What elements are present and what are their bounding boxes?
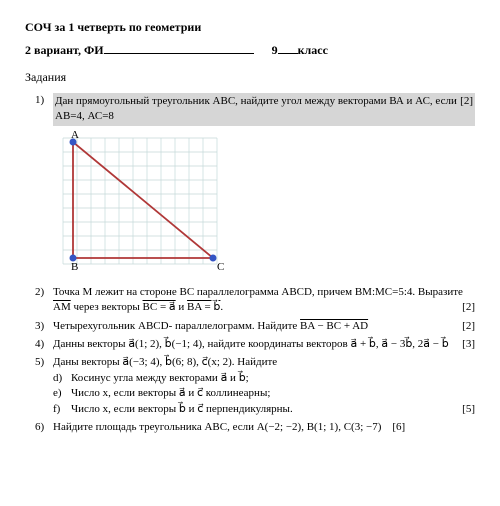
task-1-body: [2] Дан прямоугольный треугольник АВС, н… bbox=[53, 93, 475, 126]
task-5-e: e) Число х, если векторы a⃗ и c⃗ коллинеа… bbox=[53, 386, 475, 401]
task-4-pts: [3] bbox=[462, 337, 475, 352]
triangle-svg: A B C bbox=[53, 130, 253, 275]
task-3-pts: [2] bbox=[462, 319, 475, 334]
doc-title: СОЧ за 1 четверть по геометрии bbox=[25, 20, 475, 35]
task-5: 5) Даны векторы a⃗(−3; 4), b⃗(6; 8), c⃗(… bbox=[53, 355, 475, 417]
task-6-pts: [6] bbox=[392, 421, 405, 433]
task-4-text: Данны векторы a⃗(1; 2), b⃗(−1; 4), найди… bbox=[53, 338, 449, 350]
task-3-text: Четырехугольник АВСD- параллелограмм. На… bbox=[53, 320, 300, 332]
letter-d: d) bbox=[53, 371, 62, 386]
vec-bc: BC = a⃗ bbox=[143, 301, 176, 313]
task-5-f: f) Число х, если векторы b⃗ и c⃗ перпенди… bbox=[53, 402, 475, 417]
tasks-label: Задания bbox=[25, 70, 475, 85]
t5-e-text: Число х, если векторы a⃗ и c⃗ коллинеарн… bbox=[71, 387, 270, 399]
task-6: 6) Найдите площадь треугольника АВС, есл… bbox=[53, 420, 475, 435]
t5-d-text: Косинус угла между векторами a⃗ и b⃗; bbox=[71, 372, 249, 384]
task-4: 4) Данны векторы a⃗(1; 2), b⃗(−1; 4), на… bbox=[53, 337, 475, 352]
vec-ba: BA = b⃗ bbox=[187, 301, 220, 313]
t5-f-text: Число х, если векторы b⃗ и c⃗ перпендику… bbox=[71, 403, 293, 415]
task-2-text-a: Точка М лежит на стороне ВС параллелогра… bbox=[53, 286, 463, 298]
task-3-expr: BA − BC + AD bbox=[300, 320, 368, 332]
task-num: 5) bbox=[35, 355, 44, 370]
task-2-text-d: . bbox=[220, 301, 223, 313]
task-2-pts: [2] bbox=[462, 300, 475, 315]
task-num: 3) bbox=[35, 319, 44, 334]
task-5-d: d) Косинус угла между векторами a⃗ и b⃗; bbox=[53, 371, 475, 386]
name-blank bbox=[104, 43, 254, 54]
task-2-text-b: через векторы bbox=[73, 301, 142, 313]
grade-suffix: класс bbox=[298, 43, 328, 57]
task-num: 4) bbox=[35, 337, 44, 352]
task-1-pts: [2] bbox=[460, 94, 473, 109]
svg-text:B: B bbox=[71, 261, 78, 273]
task-5-pts: [5] bbox=[462, 402, 475, 417]
svg-text:C: C bbox=[217, 261, 224, 273]
task-5-text: Даны векторы a⃗(−3; 4), b⃗(6; 8), c⃗(x; … bbox=[53, 356, 277, 368]
task-num: 1) bbox=[35, 93, 44, 108]
task-num: 6) bbox=[35, 420, 44, 435]
svg-text:A: A bbox=[71, 130, 79, 141]
task-num: 2) bbox=[35, 285, 44, 300]
task-list: 1) [2] Дан прямоугольный треугольник АВС… bbox=[25, 93, 475, 435]
vec-am: AM bbox=[53, 301, 71, 313]
grade-blank bbox=[278, 43, 298, 54]
task-1: 1) [2] Дан прямоугольный треугольник АВС… bbox=[53, 93, 475, 126]
task-1-text: Дан прямоугольный треугольник АВС, найди… bbox=[55, 95, 457, 122]
letter-e: e) bbox=[53, 386, 62, 401]
task-3: 3) Четырехугольник АВСD- параллелограмм.… bbox=[53, 319, 475, 334]
variant-prefix: 2 вариант, ФИ bbox=[25, 43, 104, 57]
task-2: 2) Точка М лежит на стороне ВС параллело… bbox=[53, 285, 475, 316]
task-6-text: Найдите площадь треугольника АВС, если A… bbox=[53, 421, 381, 433]
task-2-text-c: и bbox=[178, 301, 187, 313]
variant-line: 2 вариант, ФИ 9класс bbox=[25, 43, 475, 58]
triangle-figure: A B C bbox=[53, 130, 475, 279]
letter-f: f) bbox=[53, 402, 60, 417]
